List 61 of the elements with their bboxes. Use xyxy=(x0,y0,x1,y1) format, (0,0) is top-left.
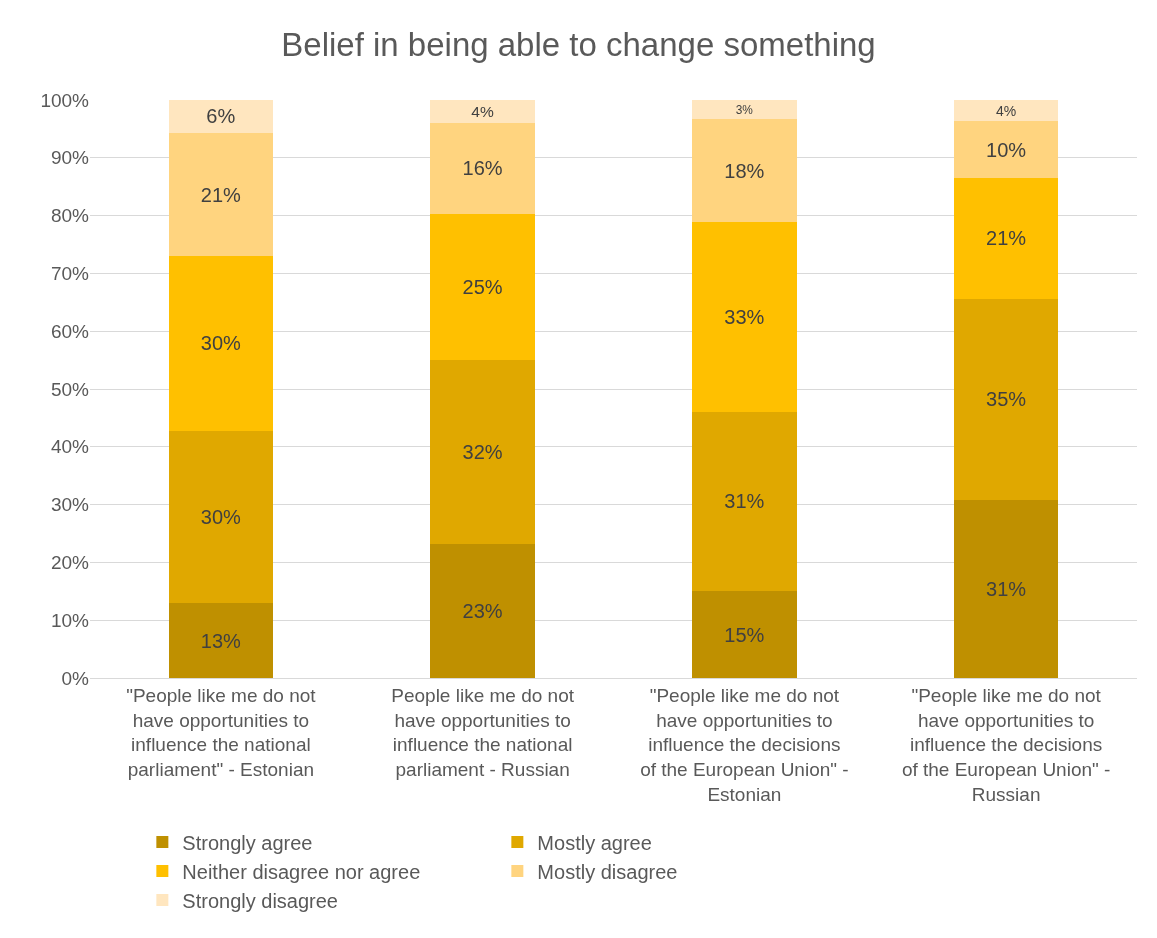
bar xyxy=(692,221,797,412)
bar xyxy=(953,499,1059,678)
data-label: 18% xyxy=(724,159,765,182)
y-tick-label: 50% xyxy=(50,378,90,400)
bar xyxy=(692,591,797,678)
bar xyxy=(692,411,797,592)
bar xyxy=(168,132,274,257)
data-label: 31% xyxy=(724,490,765,513)
bar xyxy=(953,298,1059,500)
bar xyxy=(692,119,797,222)
y-tick-label: 80% xyxy=(50,205,90,227)
data-label: 30% xyxy=(200,332,241,355)
data-label: 25% xyxy=(462,275,503,298)
bar xyxy=(430,543,535,678)
bar xyxy=(430,123,535,214)
data-label: 13% xyxy=(200,629,241,652)
y-tick-label: 90% xyxy=(50,147,90,169)
data-label: 3% xyxy=(735,102,754,117)
bar xyxy=(953,121,1059,179)
data-label: 4% xyxy=(471,103,494,121)
data-label: 31% xyxy=(986,577,1027,600)
bar xyxy=(953,100,1059,122)
bar xyxy=(430,360,535,544)
bar xyxy=(168,100,274,133)
y-tick-label: 40% xyxy=(50,436,90,458)
bar xyxy=(168,430,274,604)
y-tick-label: 100% xyxy=(40,89,90,111)
data-label: 16% xyxy=(462,157,503,180)
data-label: 35% xyxy=(986,388,1027,411)
y-tick-label: 0% xyxy=(61,667,90,689)
y-tick-label: 30% xyxy=(50,494,90,516)
data-label: 23% xyxy=(462,599,503,622)
data-label: 15% xyxy=(724,623,765,646)
x-tick-label: "People like me do not have opportunities to influence the national parliament" - Estonian xyxy=(126,684,317,780)
data-label: 32% xyxy=(462,441,503,463)
x-tick-label: "People like me do not have opportunities to influence the decisions of the European Union" - Russian xyxy=(901,684,1111,805)
bar xyxy=(692,100,797,120)
data-label: 33% xyxy=(724,305,765,328)
data-label: 4% xyxy=(995,102,1017,119)
y-tick-label: 10% xyxy=(50,609,90,631)
bar xyxy=(953,178,1059,299)
y-tick-label: 20% xyxy=(50,552,90,574)
bar xyxy=(168,256,274,431)
data-label: 21% xyxy=(200,183,241,206)
chart-title: Belief in being able to change something xyxy=(281,25,876,63)
legend-label: Strongly disagree xyxy=(182,889,339,912)
legend-label: Neither disagree nor agree xyxy=(182,860,421,883)
y-tick-label: 70% xyxy=(50,263,90,285)
bar xyxy=(430,100,535,124)
data-label: 30% xyxy=(200,506,241,529)
legend-label: Strongly agree xyxy=(182,831,313,854)
legend-label: Mostly agree xyxy=(537,831,652,854)
x-tick-label: People like me do not have opportunities to influence the national parliament - Russian xyxy=(391,684,575,780)
bar xyxy=(430,213,535,361)
data-label: 6% xyxy=(206,105,236,128)
data-label: 21% xyxy=(986,227,1027,250)
bar xyxy=(168,603,274,678)
data-label: 10% xyxy=(986,138,1027,161)
y-tick-label: 60% xyxy=(50,320,90,342)
legend-label: Mostly disagree xyxy=(537,860,678,883)
x-tick-label: "People like me do not have opportunities to influence the decisions of the European Union" - Estonian xyxy=(640,684,849,805)
